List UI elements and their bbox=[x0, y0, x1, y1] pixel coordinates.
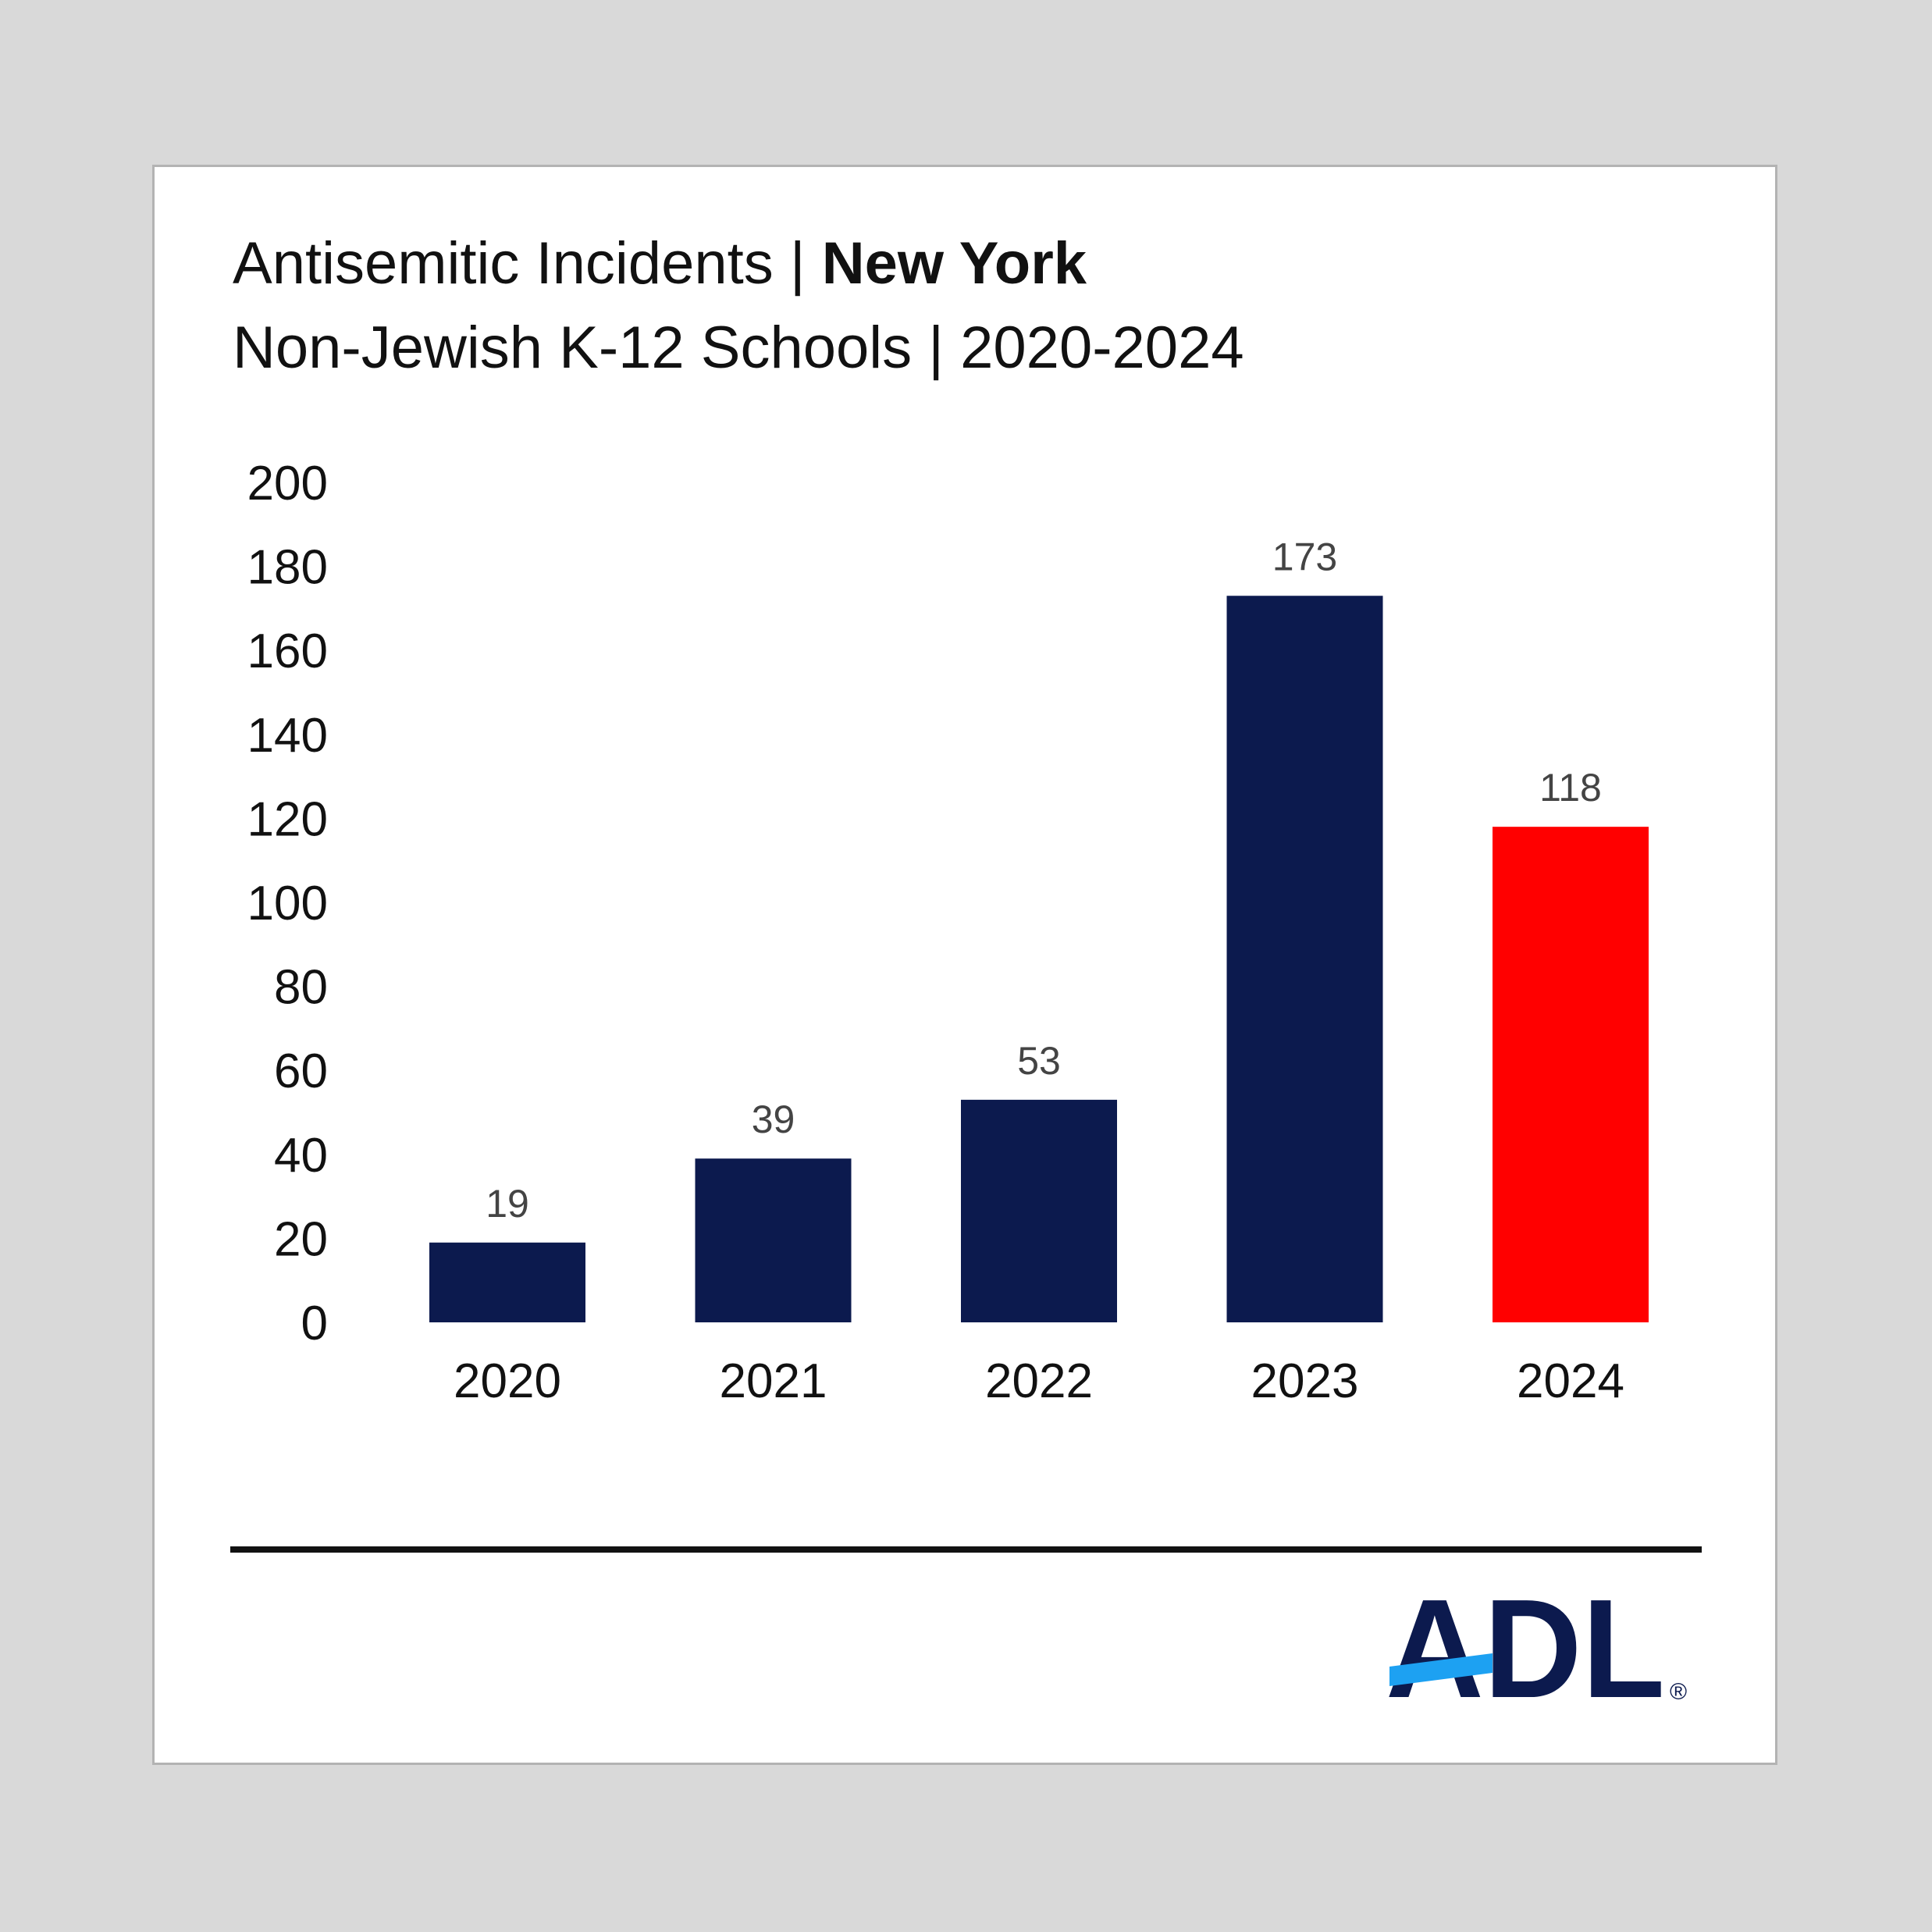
y-tick-label: 20 bbox=[274, 1212, 328, 1266]
y-tick-label: 100 bbox=[247, 877, 328, 930]
y-tick-label: 160 bbox=[247, 624, 328, 678]
y-tick-label: 200 bbox=[247, 457, 328, 511]
data-label-2024: 118 bbox=[1539, 766, 1602, 809]
y-tick-label: 0 bbox=[301, 1297, 328, 1350]
y-tick-label: 40 bbox=[274, 1129, 328, 1183]
logo-accent-stripe bbox=[1389, 1653, 1493, 1686]
x-tick-label: 2021 bbox=[720, 1354, 827, 1408]
y-tick-label: 140 bbox=[247, 709, 328, 763]
title-prefix: Antisemitic Incidents | bbox=[233, 230, 822, 297]
bar-2023 bbox=[1226, 596, 1383, 1322]
chart-title: Antisemitic Incidents | New York bbox=[233, 228, 1087, 299]
data-label-2021: 39 bbox=[752, 1098, 795, 1141]
x-tick-label: 2020 bbox=[454, 1354, 561, 1408]
y-tick-label: 60 bbox=[274, 1044, 328, 1098]
x-tick-label: 2024 bbox=[1517, 1354, 1624, 1408]
y-tick-label: 120 bbox=[247, 792, 328, 846]
bar-2022 bbox=[961, 1099, 1117, 1322]
y-tick-label: 180 bbox=[247, 541, 328, 595]
data-label-2022: 53 bbox=[1017, 1039, 1061, 1083]
data-label-2020: 19 bbox=[486, 1182, 529, 1226]
adl-logo: ADL ® bbox=[1386, 1589, 1687, 1706]
bar-2021 bbox=[695, 1158, 852, 1322]
bar-2020 bbox=[429, 1242, 585, 1322]
data-label-2023: 173 bbox=[1272, 535, 1337, 578]
logo-text: ADL bbox=[1386, 1589, 1665, 1706]
x-tick-label: 2022 bbox=[985, 1354, 1093, 1408]
title-emphasis: New York bbox=[821, 230, 1087, 297]
logo-registered-mark: ® bbox=[1670, 1679, 1687, 1705]
y-tick-label: 80 bbox=[274, 961, 328, 1015]
bar-2024 bbox=[1493, 827, 1649, 1322]
x-tick-label: 2023 bbox=[1251, 1354, 1359, 1408]
footer-divider bbox=[230, 1546, 1702, 1553]
chart-subtitle: Non-Jewish K-12 Schools | 2020-2024 bbox=[233, 315, 1244, 381]
